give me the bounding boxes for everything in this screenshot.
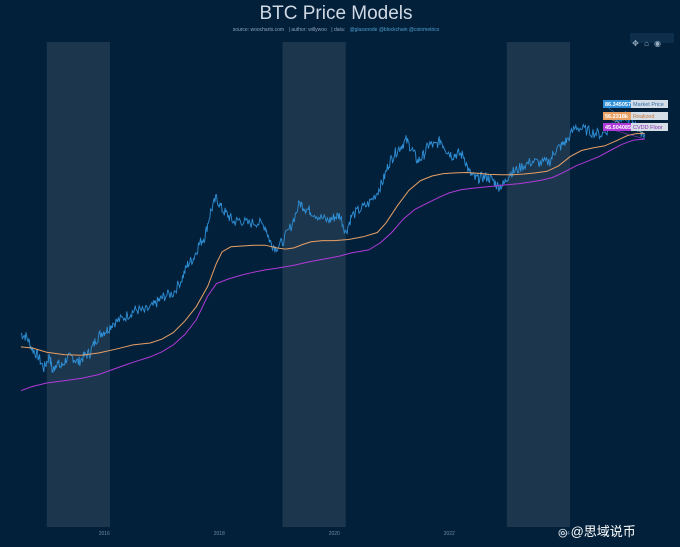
watermark-text: @思域说币 <box>570 524 636 539</box>
x-tick-2024: 2024 <box>559 531 570 537</box>
end-label-name: Market Price <box>633 102 664 108</box>
shaded-period-3 <box>506 42 570 527</box>
end-label-name-box <box>631 100 668 108</box>
end-label-value-box <box>603 100 631 108</box>
series-line-cvdd-floor <box>20 138 645 392</box>
end-label-name-box <box>631 112 668 120</box>
end-label-value: 56.2318k <box>605 114 629 120</box>
end-label-name-box <box>631 123 668 131</box>
series-line-realized <box>20 133 645 356</box>
camera-icon[interactable]: ◉ <box>654 39 661 48</box>
x-tick-2022: 2022 <box>444 531 455 537</box>
series-line-market-price <box>20 111 646 374</box>
series-layer <box>20 111 646 392</box>
subtitle-data-sources: @glassnode @blockchain @coinmetrics <box>350 27 440 33</box>
subtitle-data-label: data: <box>334 27 345 33</box>
weibo-watermark: ◎ @思域说币 <box>558 521 636 540</box>
end-label-value: 86.345057k <box>605 102 635 108</box>
halving-shade-layer <box>46 42 570 527</box>
shaded-period-1 <box>46 42 110 527</box>
shaded-period-2 <box>282 42 346 527</box>
weibo-icon: ◎ <box>558 527 568 539</box>
x-tick-2020: 2020 <box>329 531 340 537</box>
chart-subtitle: source: woocharts.com | author: willywoo… <box>233 18 440 35</box>
end-label-value: 45.504085k <box>605 125 635 131</box>
end-label-value-box <box>603 112 631 120</box>
end-label-name: CVDD Floor <box>633 125 663 131</box>
end-label-name: Realized <box>633 114 654 120</box>
subtitle-author: author: willywoo <box>291 27 327 33</box>
x-tick-2016: 2016 <box>99 531 110 537</box>
chart-modebar: ✥ ⌂ ◉ <box>630 33 674 48</box>
home-icon[interactable]: ⌂ <box>644 39 649 48</box>
x-tick-2018: 2018 <box>214 531 225 537</box>
end-label-value-box <box>603 123 631 131</box>
pan-icon[interactable]: ✥ <box>632 39 639 48</box>
x-tick-layer: 2016 2018 2020 2022 2024 <box>99 531 570 537</box>
chart-title: BTC Price Models <box>259 3 412 24</box>
subtitle-source: source: woocharts.com <box>233 27 284 33</box>
